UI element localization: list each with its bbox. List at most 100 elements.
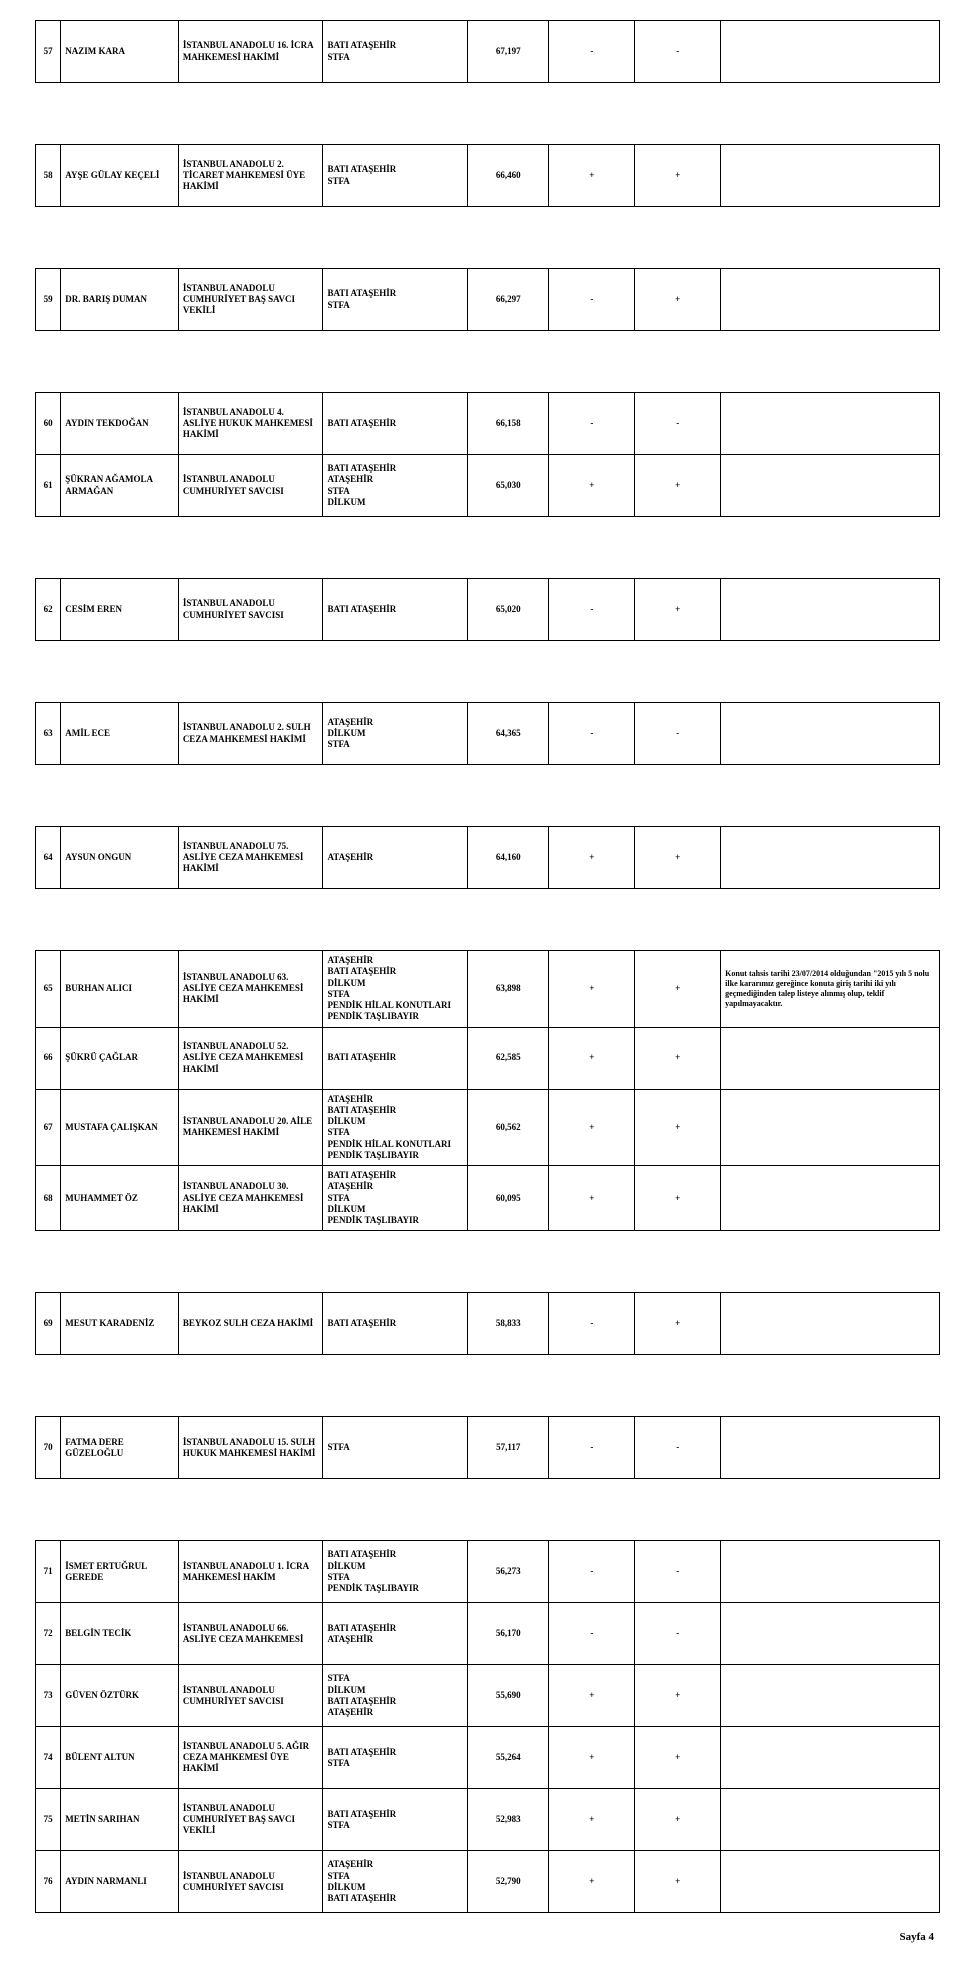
cell-num: 60 [36, 393, 61, 455]
cell-locations: BATI ATAŞEHİRSTFA [323, 21, 468, 83]
cell-num: 75 [36, 1789, 61, 1851]
location-line: STFA [327, 989, 463, 1000]
cell-locations: ATAŞEHİRBATI ATAŞEHİRDİLKUMSTFAPENDİK Hİ… [323, 1089, 468, 1166]
table-row: 60AYDIN TEKDOĞANİSTANBUL ANADOLU 4. ASLİ… [36, 393, 940, 455]
cell-position: İSTANBUL ANADOLU 15. SULH HUKUK MAHKEMES… [178, 1417, 323, 1479]
location-line: STFA [327, 1572, 463, 1583]
cell-flag2: + [635, 1665, 721, 1727]
cell-num: 74 [36, 1727, 61, 1789]
cell-name: CESİM EREN [61, 579, 179, 641]
spacer-row [36, 1231, 940, 1293]
cell-flag1: - [549, 393, 635, 455]
location-line: ATAŞEHİR [327, 474, 463, 485]
cell-flag2: + [635, 951, 721, 1028]
cell-position: İSTANBUL ANADOLU CUMHURİYET SAVCISI [178, 1665, 323, 1727]
data-table: 57NAZIM KARAİSTANBUL ANADOLU 16. İCRA MA… [35, 20, 940, 1913]
table-row: 62CESİM ERENİSTANBUL ANADOLU CUMHURİYET … [36, 579, 940, 641]
cell-num: 71 [36, 1541, 61, 1603]
table-row: 59DR. BARIŞ DUMANİSTANBUL ANADOLU CUMHUR… [36, 269, 940, 331]
cell-flag2: + [635, 1851, 721, 1913]
location-line: DİLKUM [327, 1204, 463, 1215]
cell-note [721, 1166, 940, 1231]
cell-flag2: - [635, 703, 721, 765]
cell-note [721, 145, 940, 207]
location-line: ATAŞEHİR [327, 1634, 463, 1645]
cell-flag1: + [549, 827, 635, 889]
cell-note [721, 1789, 940, 1851]
cell-score: 60,095 [468, 1166, 549, 1231]
cell-name: BÜLENT ALTUN [61, 1727, 179, 1789]
cell-note [721, 393, 940, 455]
cell-flag1: + [549, 1166, 635, 1231]
table-row: 72BELGİN TECİKİSTANBUL ANADOLU 66. ASLİY… [36, 1603, 940, 1665]
location-line: PENDİK TAŞLIBAYIR [327, 1011, 463, 1022]
location-line: BATI ATAŞEHİR [327, 1893, 463, 1904]
table-row: 74BÜLENT ALTUNİSTANBUL ANADOLU 5. AĞIR C… [36, 1727, 940, 1789]
cell-flag1: - [549, 579, 635, 641]
cell-flag1: + [549, 1727, 635, 1789]
cell-locations: BATI ATAŞEHİRATAŞEHİRSTFADİLKUM [323, 455, 468, 517]
location-line: STFA [327, 1442, 463, 1453]
location-line: PENDİK TAŞLIBAYIR [327, 1583, 463, 1594]
location-line: STFA [327, 176, 463, 187]
cell-name: AMİL ECE [61, 703, 179, 765]
cell-num: 59 [36, 269, 61, 331]
cell-name: ŞÜKRAN AĞAMOLA ARMAĞAN [61, 455, 179, 517]
location-line: STFA [327, 1871, 463, 1882]
cell-flag1: + [549, 145, 635, 207]
cell-locations: STFADİLKUMBATI ATAŞEHİRATAŞEHİR [323, 1665, 468, 1727]
spacer-row [36, 641, 940, 703]
cell-flag2: + [635, 269, 721, 331]
cell-score: 56,170 [468, 1603, 549, 1665]
location-line: DİLKUM [327, 1561, 463, 1572]
location-line: DİLKUM [327, 728, 463, 739]
cell-name: MUHAMMET ÖZ [61, 1166, 179, 1231]
cell-score: 65,020 [468, 579, 549, 641]
cell-flag2: + [635, 1089, 721, 1166]
cell-num: 58 [36, 145, 61, 207]
cell-score: 52,983 [468, 1789, 549, 1851]
table-row: 67MUSTAFA ÇALIŞKANİSTANBUL ANADOLU 20. A… [36, 1089, 940, 1166]
table-row: 68MUHAMMET ÖZİSTANBUL ANADOLU 30. ASLİYE… [36, 1166, 940, 1231]
cell-flag1: - [549, 1293, 635, 1355]
cell-score: 57,117 [468, 1417, 549, 1479]
table-row: 76AYDIN NARMANLIİSTANBUL ANADOLU CUMHURİ… [36, 1851, 940, 1913]
spacer-row [36, 1479, 940, 1541]
cell-name: DR. BARIŞ DUMAN [61, 269, 179, 331]
cell-note [721, 1665, 940, 1727]
cell-note [721, 1727, 940, 1789]
cell-locations: BATI ATAŞEHİRDİLKUMSTFAPENDİK TAŞLIBAYIR [323, 1541, 468, 1603]
cell-num: 73 [36, 1665, 61, 1727]
cell-name: ŞÜKRÜ ÇAĞLAR [61, 1027, 179, 1089]
cell-position: İSTANBUL ANADOLU CUMHURİYET SAVCISI [178, 455, 323, 517]
cell-num: 65 [36, 951, 61, 1028]
cell-position: İSTANBUL ANADOLU CUMHURİYET BAŞ SAVCI VE… [178, 269, 323, 331]
location-line: BATI ATAŞEHİR [327, 1747, 463, 1758]
location-line: STFA [327, 52, 463, 63]
cell-flag1: + [549, 1789, 635, 1851]
location-line: BATI ATAŞEHİR [327, 604, 463, 615]
cell-flag2: - [635, 21, 721, 83]
location-line: STFA [327, 486, 463, 497]
cell-num: 64 [36, 827, 61, 889]
cell-locations: BATI ATAŞEHİR [323, 1027, 468, 1089]
cell-position: İSTANBUL ANADOLU 20. AİLE MAHKEMESİ HAKİ… [178, 1089, 323, 1166]
cell-locations: ATAŞEHİRDİLKUMSTFA [323, 703, 468, 765]
cell-score: 67,197 [468, 21, 549, 83]
location-line: BATI ATAŞEHİR [327, 966, 463, 977]
cell-locations: BATI ATAŞEHİRSTFA [323, 1727, 468, 1789]
cell-position: İSTANBUL ANADOLU 52. ASLİYE CEZA MAHKEME… [178, 1027, 323, 1089]
location-line: BATI ATAŞEHİR [327, 164, 463, 175]
cell-flag2: + [635, 145, 721, 207]
cell-locations: BATI ATAŞEHİRSTFA [323, 145, 468, 207]
cell-flag2: + [635, 455, 721, 517]
cell-position: İSTANBUL ANADOLU 16. İCRA MAHKEMESİ HAKİ… [178, 21, 323, 83]
location-line: PENDİK HİLAL KONUTLARI [327, 1139, 463, 1150]
cell-note: Konut tahsis tarihi 23/07/2014 olduğunda… [721, 951, 940, 1028]
cell-name: BELGİN TECİK [61, 1603, 179, 1665]
cell-name: İSMET ERTUĞRUL GEREDE [61, 1541, 179, 1603]
location-line: PENDİK TAŞLIBAYIR [327, 1215, 463, 1226]
cell-num: 62 [36, 579, 61, 641]
cell-flag1: - [549, 269, 635, 331]
cell-name: MESUT KARADENİZ [61, 1293, 179, 1355]
